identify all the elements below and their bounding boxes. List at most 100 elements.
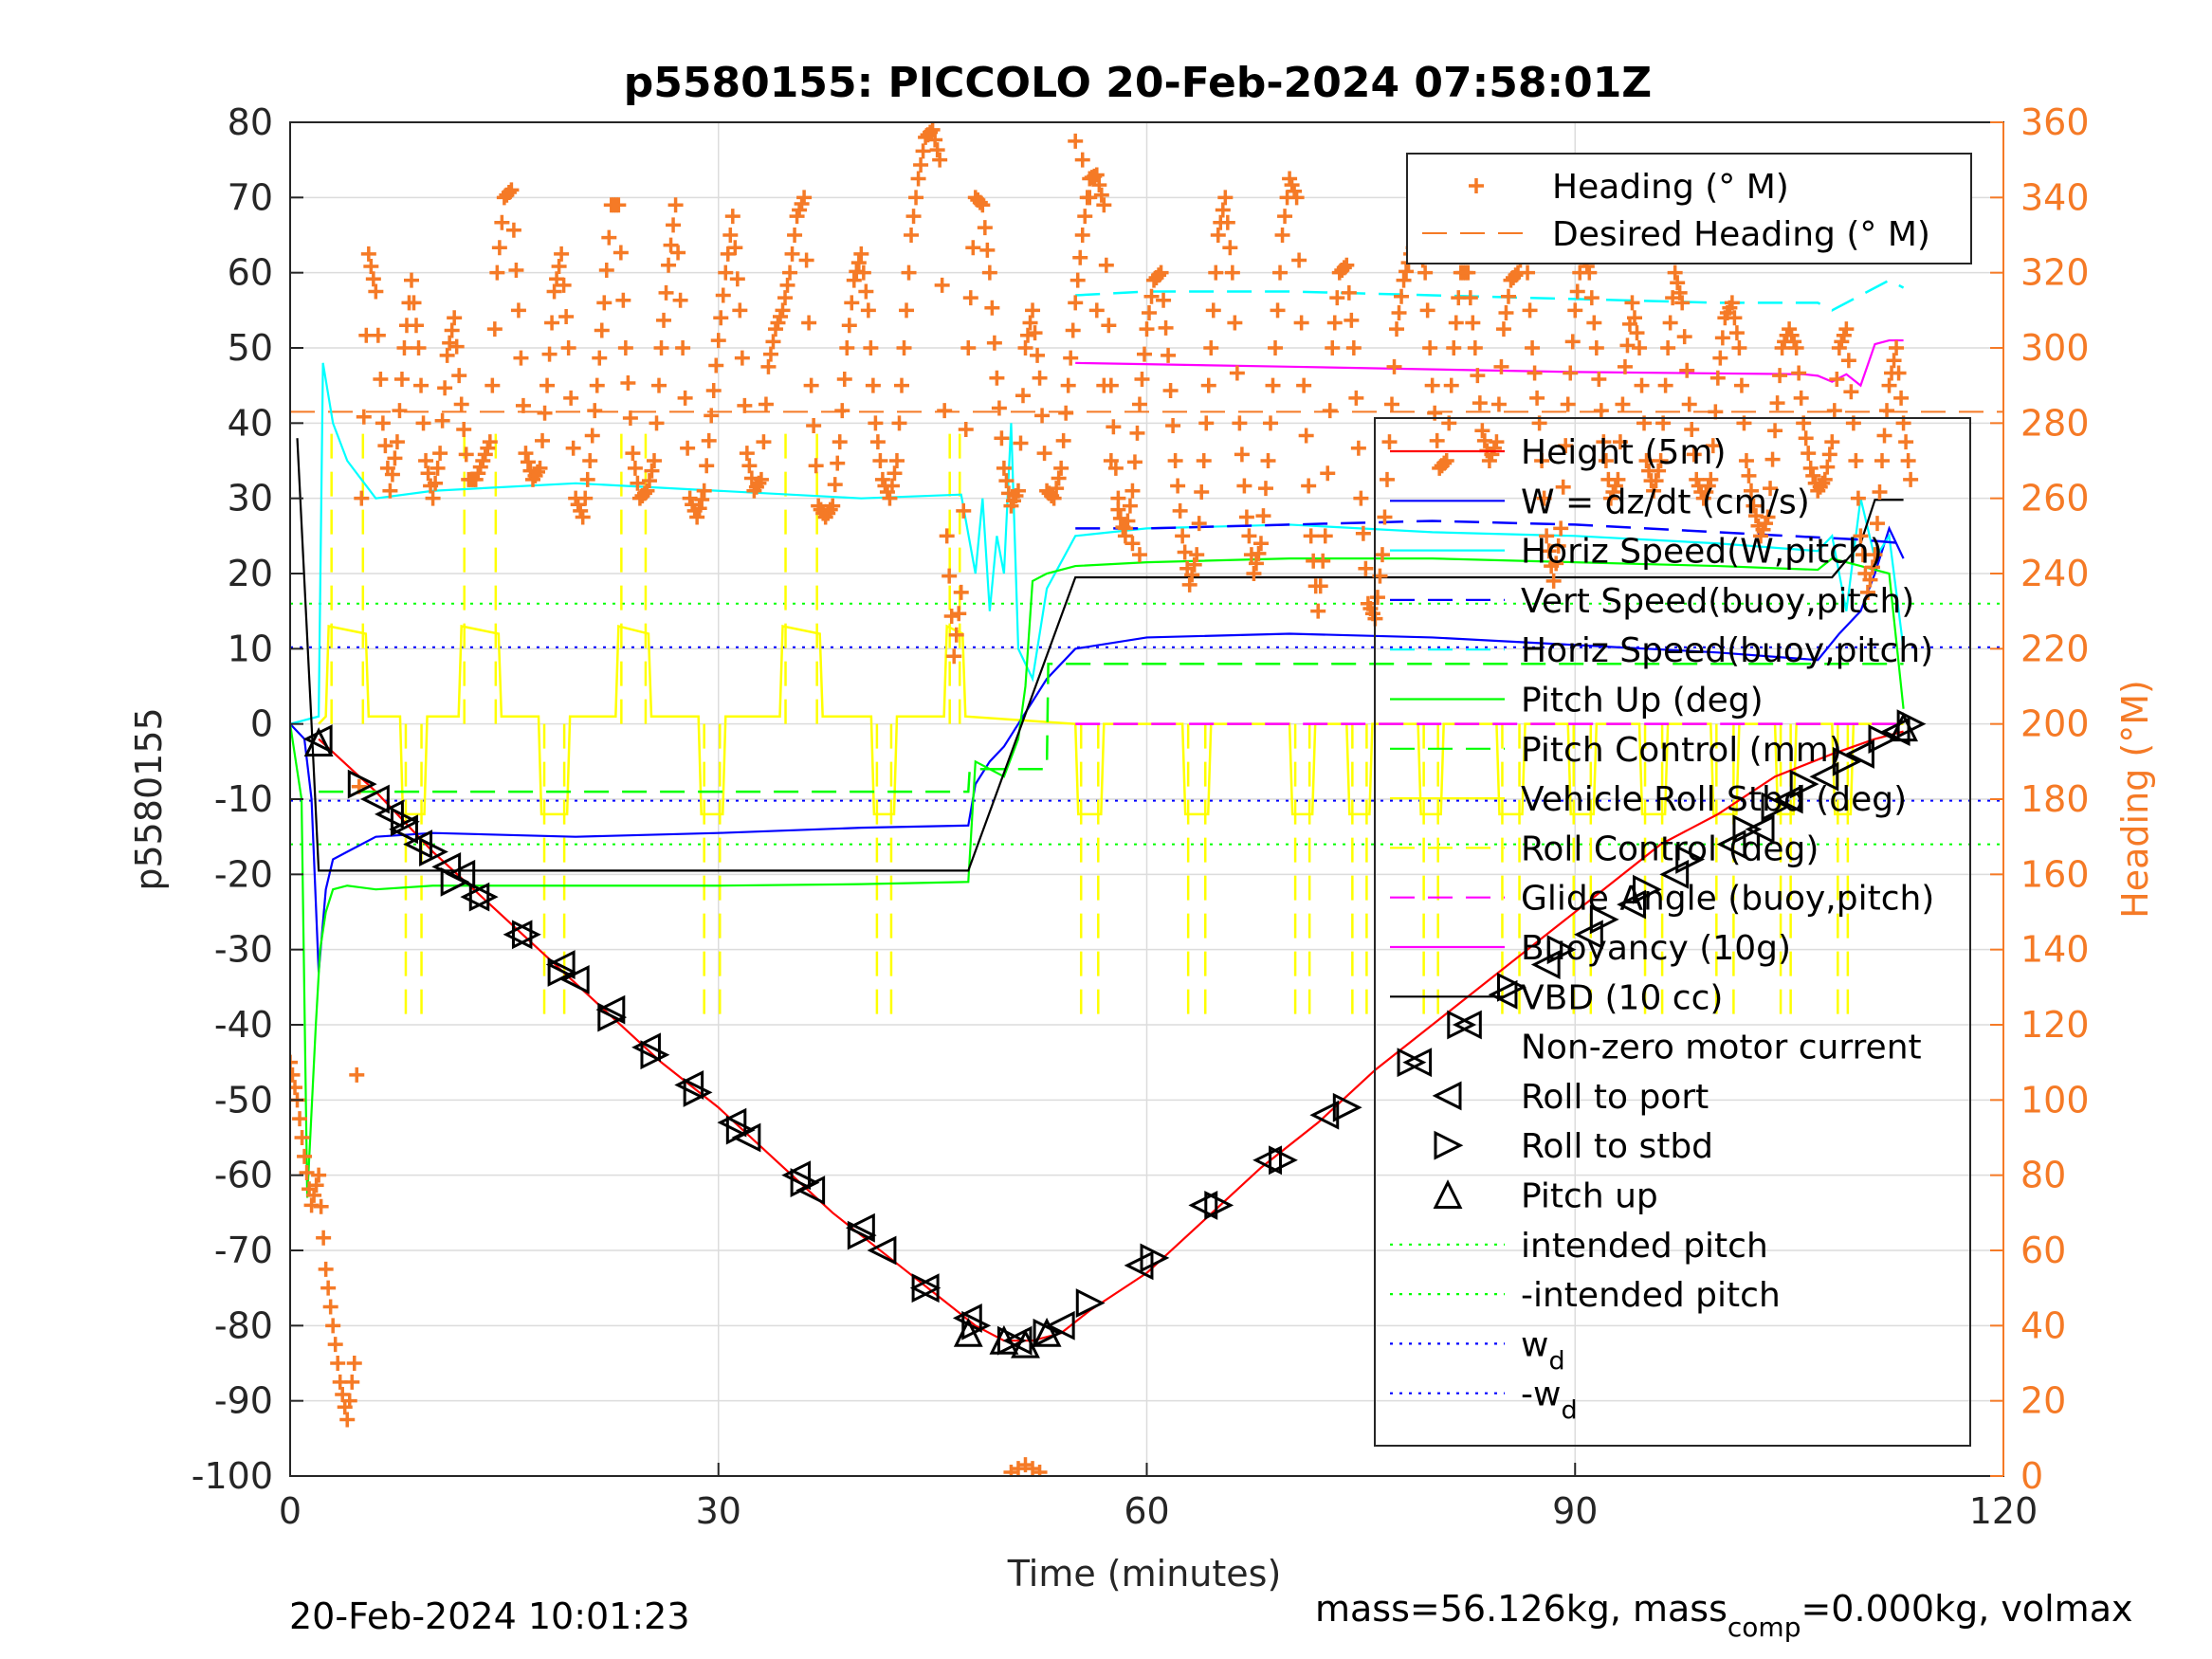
roll-stbd-marker bbox=[1589, 904, 1619, 935]
heading-marker bbox=[565, 440, 581, 456]
heading-marker bbox=[503, 182, 520, 198]
heading-marker bbox=[904, 228, 920, 243]
heading-marker bbox=[1467, 340, 1483, 356]
heading-marker bbox=[908, 190, 924, 206]
x-tick-label: 120 bbox=[1969, 1490, 2038, 1532]
roll-port-marker bbox=[1309, 1100, 1340, 1130]
heading-marker bbox=[893, 377, 909, 393]
heading-marker bbox=[1381, 434, 1398, 450]
heading-marker bbox=[1801, 446, 1817, 462]
heading-marker bbox=[808, 458, 824, 474]
heading-marker bbox=[1151, 267, 1167, 283]
heading-marker bbox=[841, 318, 857, 334]
roll-stbd-marker bbox=[347, 769, 377, 799]
heading-marker bbox=[1598, 453, 1614, 468]
legend-main-box bbox=[1374, 417, 1971, 1447]
heading-marker bbox=[1013, 435, 1029, 451]
roll-port-marker bbox=[595, 994, 626, 1025]
heading-marker bbox=[1069, 272, 1086, 288]
heading-marker bbox=[661, 257, 677, 273]
pitch-up-marker bbox=[1011, 1328, 1040, 1358]
heading-marker bbox=[981, 264, 997, 281]
heading-marker bbox=[1274, 228, 1290, 243]
y2-tick-label: 320 bbox=[2020, 252, 2090, 294]
heading-marker bbox=[1358, 560, 1374, 576]
y-tick-label: -30 bbox=[214, 929, 273, 971]
heading-marker bbox=[1384, 396, 1399, 412]
y2-tick-label: 120 bbox=[2020, 1004, 2090, 1046]
heading-marker bbox=[1167, 453, 1183, 468]
heading-marker bbox=[1629, 325, 1645, 341]
heading-marker bbox=[1738, 453, 1754, 468]
heading-marker bbox=[1194, 484, 1210, 501]
roll-port-marker bbox=[559, 964, 590, 994]
heading-marker bbox=[1472, 395, 1488, 411]
heading-marker bbox=[1462, 290, 1478, 306]
heading-marker bbox=[360, 246, 376, 262]
heading-marker bbox=[589, 377, 605, 393]
heading-marker bbox=[494, 214, 510, 230]
heading-marker bbox=[1498, 304, 1514, 320]
heading-marker bbox=[1541, 543, 1557, 559]
heading-marker bbox=[1391, 304, 1407, 320]
heading-marker bbox=[1686, 447, 1702, 463]
heading-marker bbox=[1096, 377, 1112, 393]
heading-marker bbox=[1617, 358, 1633, 374]
heading-marker bbox=[1208, 264, 1224, 281]
heading-marker bbox=[415, 415, 431, 431]
legend-main-label: Vert Speed(buoy,pitch) bbox=[1521, 582, 1914, 621]
roll-stbd-marker bbox=[1075, 1288, 1106, 1318]
heading-marker bbox=[1096, 197, 1112, 213]
heading-marker bbox=[801, 315, 817, 331]
heading-marker bbox=[532, 460, 548, 476]
heading-marker bbox=[1238, 509, 1254, 525]
heading-marker bbox=[888, 453, 905, 468]
heading-marker bbox=[1296, 377, 1312, 393]
heading-marker bbox=[1419, 302, 1435, 319]
heading-marker bbox=[1139, 321, 1155, 337]
heading-marker bbox=[1581, 264, 1598, 281]
heading-marker bbox=[1398, 264, 1415, 280]
heading-marker bbox=[934, 277, 950, 293]
heading-marker bbox=[290, 1066, 301, 1083]
heading-marker bbox=[1864, 559, 1880, 575]
heading-marker bbox=[1198, 415, 1215, 431]
footer-mass-text: mass=56.126kg, mass bbox=[1315, 1588, 1728, 1630]
heading-marker bbox=[1289, 190, 1305, 206]
heading-marker bbox=[622, 410, 638, 427]
y2-tick-label: 220 bbox=[2020, 628, 2090, 669]
heading-marker bbox=[1293, 315, 1309, 331]
legend-heading: Heading (° M) Desired Heading (° M) bbox=[1406, 153, 1972, 264]
heading-marker bbox=[1898, 434, 1914, 450]
heading-marker bbox=[1838, 321, 1855, 337]
heading-marker bbox=[1217, 190, 1234, 206]
roll-port-marker bbox=[1773, 784, 1803, 814]
heading-marker bbox=[1422, 340, 1438, 356]
heading-marker bbox=[1224, 264, 1240, 281]
heading-marker bbox=[627, 460, 643, 476]
heading-marker bbox=[704, 408, 720, 424]
heading-marker bbox=[1156, 292, 1172, 308]
heading-marker bbox=[1131, 396, 1147, 412]
heading-marker bbox=[953, 584, 969, 600]
heading-marker bbox=[1317, 528, 1333, 544]
heading-marker bbox=[1583, 290, 1600, 306]
heading-marker bbox=[1129, 425, 1145, 441]
heading-marker bbox=[579, 471, 595, 487]
heading-marker bbox=[901, 264, 917, 281]
heading-marker bbox=[1879, 403, 1895, 419]
heading-marker bbox=[1172, 502, 1188, 519]
roll-stbd-marker bbox=[511, 920, 541, 950]
heading-marker bbox=[1161, 347, 1177, 363]
heading-marker bbox=[1731, 340, 1747, 356]
heading-marker bbox=[1053, 460, 1069, 476]
heading-marker bbox=[869, 434, 886, 450]
heading-marker bbox=[1563, 365, 1579, 381]
series-line bbox=[296, 438, 1904, 872]
y-tick-label: -70 bbox=[214, 1230, 273, 1271]
heading-marker bbox=[784, 246, 800, 262]
heading-marker bbox=[1022, 315, 1038, 331]
heading-marker bbox=[636, 485, 652, 501]
roll-port-marker bbox=[503, 920, 533, 950]
y-tick-label: -60 bbox=[214, 1155, 273, 1196]
